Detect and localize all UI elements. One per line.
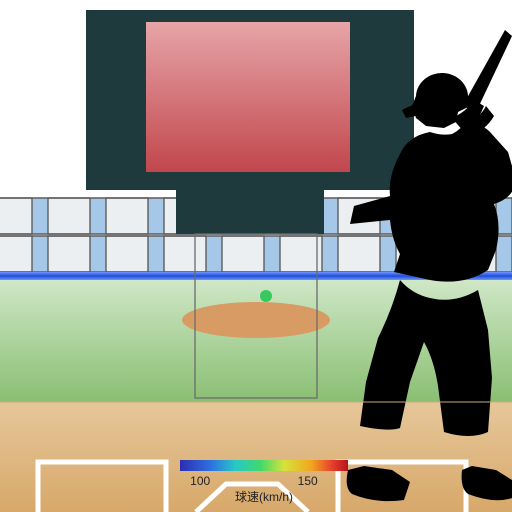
colorbar-title: 球速(km/h) [235, 490, 293, 504]
pitch-markers [260, 290, 272, 302]
colorbar-tick-label: 100 [190, 474, 210, 488]
scoreboard-pillar [176, 190, 324, 234]
pitch-chart-scene: 100 150 球速(km/h) [0, 0, 512, 512]
scene-svg: 100 150 球速(km/h) [0, 0, 512, 512]
colorbar-gradient [180, 460, 348, 471]
pitch-marker [260, 290, 272, 302]
colorbar-tick-label: 150 [298, 474, 318, 488]
pitchers-mound [182, 302, 330, 338]
scoreboard-screen [146, 22, 350, 172]
